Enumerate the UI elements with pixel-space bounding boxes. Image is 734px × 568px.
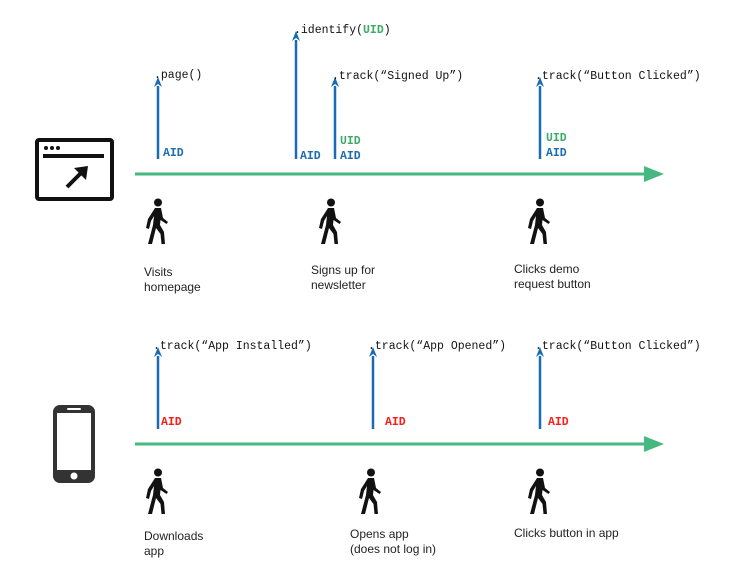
- clicks-button-in-app-caption: Clicks button in app: [514, 526, 619, 541]
- aid-tag: AID: [163, 147, 184, 160]
- page-call-label: .page(): [154, 69, 203, 82]
- aid-tag: AID: [548, 416, 569, 429]
- aid-tag: AID: [161, 416, 182, 429]
- aid-tag: AID: [300, 150, 321, 163]
- web-timeline-arrowhead: [644, 166, 664, 182]
- identify-call-suffix: ): [383, 24, 391, 37]
- aid-tag: AID: [385, 416, 406, 429]
- caption-line: (does not log in): [350, 542, 437, 556]
- visits-homepage-caption: Visits homepage: [144, 265, 201, 295]
- walking-person-icon: [526, 468, 552, 516]
- caption-line: Signs up for: [311, 263, 376, 277]
- uid-tag: UID: [546, 132, 567, 145]
- app-opened-call-label: .track(“App Opened”): [368, 340, 507, 353]
- walking-person-icon: [526, 198, 552, 246]
- caption-line: newsletter: [311, 278, 366, 292]
- opens-app-caption: Opens app (does not log in): [350, 527, 436, 557]
- signs-up-caption: Signs up for newsletter: [311, 263, 375, 293]
- browser-cursor-icon: [35, 138, 114, 201]
- smartphone-icon: [53, 405, 95, 483]
- caption-line: Downloads: [144, 529, 204, 543]
- walking-person-icon: [357, 468, 383, 516]
- walking-person-icon: [317, 198, 343, 246]
- aid-tag: AID: [340, 150, 361, 163]
- uid-tag: UID: [340, 135, 361, 148]
- web-button-clicked-call-label: .track(“Button Clicked”): [535, 70, 701, 83]
- caption-line: homepage: [144, 280, 201, 294]
- clicks-demo-caption: Clicks demo request button: [514, 262, 591, 292]
- caption-line: Clicks demo: [514, 262, 580, 276]
- downloads-app-caption: Downloads app: [144, 529, 203, 559]
- signed-up-call-label: .track(“Signed Up”): [332, 70, 464, 83]
- caption-line: app: [144, 544, 165, 558]
- identify-uid-arg: UID: [363, 24, 384, 37]
- caption-line: request button: [514, 277, 591, 291]
- app-installed-call-label: .track(“App Installed”): [153, 340, 312, 353]
- identify-call-prefix: .identify(: [294, 24, 364, 37]
- caption-line: Visits: [144, 265, 173, 279]
- walking-person-icon: [144, 468, 170, 516]
- app-timeline-arrowhead: [644, 436, 664, 452]
- walking-person-icon: [144, 198, 170, 246]
- identify-call-label: .identify(UID): [294, 24, 391, 38]
- caption-line: Opens app: [350, 527, 409, 541]
- aid-tag: AID: [546, 147, 567, 160]
- app-button-clicked-call-label: .track(“Button Clicked”): [535, 340, 701, 353]
- caption-line: Clicks button in app: [514, 526, 619, 540]
